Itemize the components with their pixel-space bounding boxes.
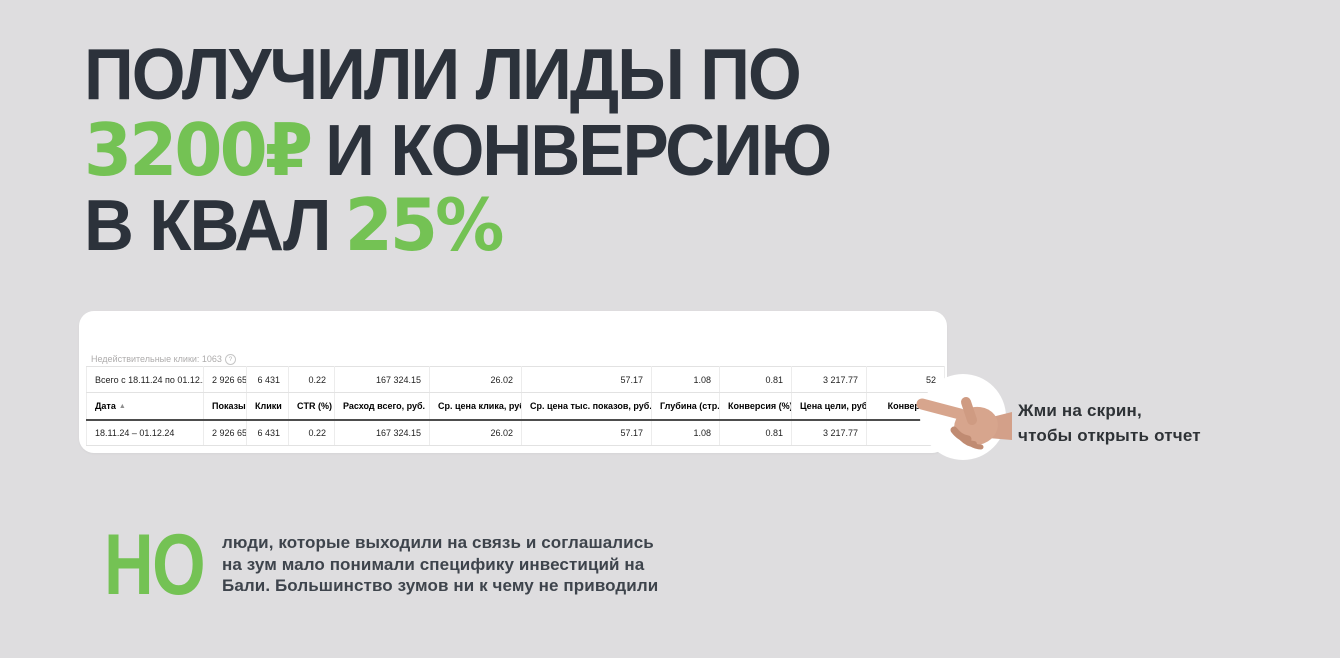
click-hint: Жми на скрин, чтобы открыть отчет [1018,398,1201,448]
column-header[interactable]: Ср. цена клика, руб. [429,392,522,421]
hint-line: Жми на скрин, [1018,401,1142,420]
column-header-date[interactable]: Дата ▲ [86,392,204,421]
heading-line-2: 3200₽ И КОНВЕРСИЮ [84,111,832,191]
column-header[interactable]: Цена цели, руб. [791,392,867,421]
heading-line-3: В КВАЛ 25% [84,186,830,266]
heading-text: В КВАЛ [84,186,331,266]
column-header[interactable]: Клики [246,392,289,421]
column-header[interactable]: Показы [203,392,247,421]
report-screenshot-card[interactable]: Недействительные клики: 1063? Всего с 18… [79,311,947,453]
stats-table: Всего с 18.11.24 по 01.12.24 2 926 659 6… [86,366,945,446]
sort-asc-icon: ▲ [118,403,126,410]
table-cell: 167 324.15 [334,419,430,446]
table-cell: 0.81 [719,366,792,393]
header-row: Дата ▲ Показы Клики CTR (%) Расход всего,… [86,392,945,421]
table-cell: 0.22 [288,366,335,393]
percent-highlight: 25% [344,183,505,267]
column-header[interactable]: Глубина (стр.) [651,392,720,421]
column-header[interactable]: CTR (%) [288,392,335,421]
table-cell: 26.02 [429,419,522,446]
table-cell: 3 217.77 [791,419,867,446]
table-cell: 167 324.15 [334,366,430,393]
table-cell: 1.08 [651,366,720,393]
table-cell: 2 926 659 [203,419,247,446]
table-cell: 0.22 [288,419,335,446]
table-row: 18.11.24 – 01.12.24 2 926 659 6 431 0.22… [86,419,945,446]
heading-text: И КОНВЕРСИЮ [325,111,832,191]
table-cell: 6 431 [246,366,289,393]
totals-label: Всего с 18.11.24 по 01.12.24 [86,366,204,393]
slide-heading: ПОЛУЧИЛИ ЛИДЫ ПО 3200₽ И КОНВЕРСИЮ В КВАЛ… [84,38,832,266]
but-word: НО [104,517,206,613]
price-highlight: 3200₽ [84,108,313,192]
but-paragraph: люди, которые выходили на связь и соглаш… [222,533,659,595]
heading-text: ПОЛУЧИЛИ ЛИДЫ ПО [84,35,802,115]
pointing-hand-badge[interactable] [916,374,1012,460]
table-cell: 3 217.77 [791,366,867,393]
pointing-hand-icon [916,397,1012,450]
help-icon: ? [224,354,236,365]
column-header-label: Дата [95,401,116,411]
column-header[interactable]: Ср. цена тыс. показов, руб. [521,392,652,421]
table-cell: 0.81 [719,419,792,446]
date-range-cell: 18.11.24 – 01.12.24 [86,419,204,446]
column-header[interactable]: Конверсия (%) [719,392,792,421]
hint-line: чтобы открыть отчет [1018,426,1201,445]
totals-row: Всего с 18.11.24 по 01.12.24 2 926 659 6… [86,366,945,393]
table-cell: 26.02 [429,366,522,393]
invalid-clicks-text: Недействительные клики: 1063 [91,354,222,364]
table-cell: 6 431 [246,419,289,446]
table-cell: 1.08 [651,419,720,446]
column-header[interactable]: Расход всего, руб. [334,392,430,421]
heading-line-1: ПОЛУЧИЛИ ЛИДЫ ПО [84,38,830,113]
invalid-clicks-note: Недействительные клики: 1063? [91,354,236,365]
table-cell: 2 926 659 [203,366,247,393]
table-cell: 57.17 [521,419,652,446]
table-cell: 57.17 [521,366,652,393]
